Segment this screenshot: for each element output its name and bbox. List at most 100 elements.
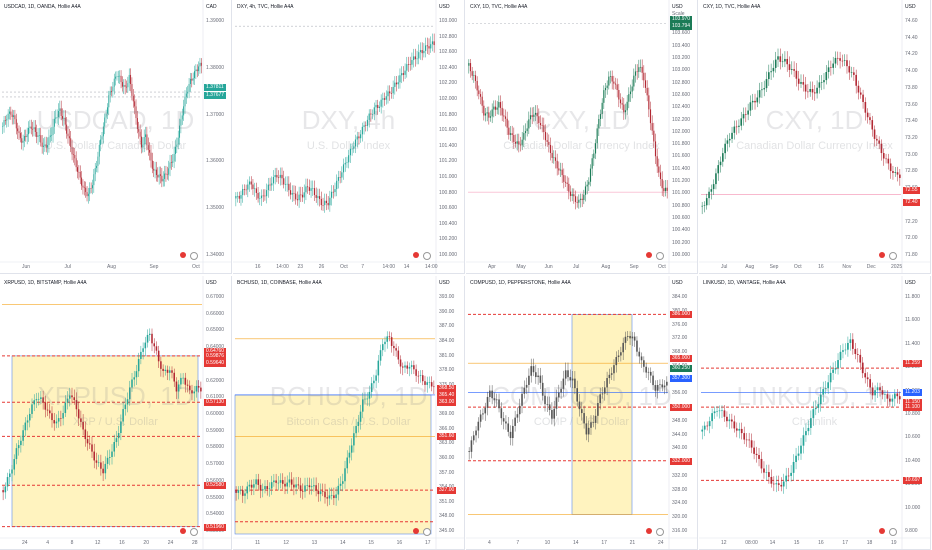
event-flag-icon[interactable] <box>646 252 652 258</box>
candle-body <box>302 491 304 492</box>
candle-body <box>631 86 633 92</box>
chart-canvas[interactable] <box>466 276 698 550</box>
price-axis-label: 102.600 <box>439 49 458 56</box>
price-tag[interactable]: 0.52580 <box>204 482 227 490</box>
candle-body <box>66 124 68 134</box>
event-flag-icon[interactable] <box>180 528 186 534</box>
chart-pane-8[interactable]: LINKUSD, 1D, VANTAGE, Hollie A4A LINKUSD,… <box>699 276 931 550</box>
chart-canvas[interactable] <box>0 276 232 550</box>
candle-body <box>643 72 645 81</box>
candle-body <box>77 167 78 172</box>
chart-canvas[interactable] <box>233 276 465 550</box>
candle-body <box>304 485 306 492</box>
highlight-zone[interactable] <box>234 394 432 535</box>
candle-body <box>238 195 240 199</box>
highlight-zone[interactable] <box>11 355 199 527</box>
candle-body <box>837 360 839 369</box>
candle-body <box>418 52 420 59</box>
settings-icon[interactable] <box>656 252 664 260</box>
settings-icon[interactable] <box>423 252 431 260</box>
price-tag[interactable]: 0.57130 <box>204 399 227 407</box>
candle-body <box>55 421 58 424</box>
event-flag-icon[interactable] <box>879 252 885 258</box>
time-axis-label: 2025 <box>891 264 903 270</box>
event-flag-icon[interactable] <box>180 252 186 258</box>
pane-title[interactable]: LINKUSD, 1D, VANTAGE, Hollie A4A <box>703 280 786 286</box>
candle-body <box>235 490 237 493</box>
candle-body <box>513 134 515 142</box>
chart-pane-1[interactable]: USDCAD, 1D, OANDA, Hollie A4A USDCAD, 1D U… <box>0 0 232 274</box>
settings-icon[interactable] <box>190 252 198 260</box>
candle-body <box>621 103 623 105</box>
chart-canvas[interactable] <box>699 0 931 274</box>
chart-pane-5[interactable]: XRPUSD, 1D, BITSTAMP, Hollie A4A XRPUSD, … <box>0 276 232 550</box>
settings-icon[interactable] <box>190 528 198 536</box>
price-tag[interactable]: 11.259 <box>903 360 922 368</box>
event-flag-icon[interactable] <box>413 528 419 534</box>
chart-pane-7[interactable]: COMPUSD, 1D, PEPPERSTONE, Hollie A4A COMP… <box>466 276 698 550</box>
candle-body <box>186 384 189 386</box>
price-tag[interactable]: 0.51960 <box>204 523 227 531</box>
chart-pane-4[interactable]: CXY, 1D, TVC, Hollie A4A CXY, 1D Canadian … <box>699 0 931 274</box>
event-flag-icon[interactable] <box>646 528 652 534</box>
price-tag[interactable]: 0.59640 <box>204 360 227 368</box>
price-tag[interactable]: 11.150 <box>903 399 922 407</box>
price-tag[interactable]: 72.40 <box>903 198 920 206</box>
settings-icon[interactable] <box>889 528 897 536</box>
candle-body <box>164 369 167 371</box>
pane-title[interactable]: CXY, 1D, TVC, Hollie A4A <box>703 4 761 10</box>
price-tag[interactable]: 327.00 <box>437 487 457 495</box>
price-tag[interactable]: 72.55 <box>903 186 920 194</box>
candle-body <box>346 162 348 163</box>
pane-title[interactable]: CXY, 1D, TVC, Hollie A4A <box>470 4 528 10</box>
price-tag[interactable]: 10.697 <box>903 477 923 485</box>
price-tag[interactable]: 0.59876 <box>204 352 227 360</box>
price-tag[interactable]: 357.300 <box>670 374 693 382</box>
candle-body <box>719 161 722 166</box>
price-tag[interactable]: 1.37811 <box>204 84 226 92</box>
price-axis-label: 366.00 <box>439 425 455 432</box>
time-axis-label: 11 <box>255 540 261 546</box>
pane-title[interactable]: BCHUSD, 1D, COINBASE, Hollie A4A <box>237 280 322 286</box>
pane-title[interactable]: DXY, 4h, TVC, Hollie A4A <box>237 4 294 10</box>
chart-canvas[interactable] <box>466 0 698 274</box>
candle-body <box>11 469 13 474</box>
price-tag[interactable]: 351.60 <box>437 433 457 441</box>
price-tag[interactable]: 363.00 <box>437 399 457 407</box>
price-tag[interactable]: 350.000 <box>670 404 693 412</box>
price-tag[interactable]: 386.000 <box>670 311 693 319</box>
candle-body <box>791 69 793 70</box>
chart-pane-6[interactable]: BCHUSD, 1D, COINBASE, Hollie A4A BCHUSD, … <box>233 276 465 550</box>
price-tag[interactable]: 0.64760 <box>204 348 227 355</box>
price-tag[interactable]: 11.100 <box>903 404 922 412</box>
pane-title[interactable]: COMPUSD, 1D, PEPPERSTONE, Hollie A4A <box>470 280 571 286</box>
chart-canvas[interactable] <box>233 0 465 274</box>
pane-title[interactable]: XRPUSD, 1D, BITSTAMP, Hollie A4A <box>4 280 87 286</box>
price-tag[interactable]: 332.000 <box>670 457 693 465</box>
candle-body <box>200 387 202 392</box>
chart-canvas[interactable] <box>0 0 232 274</box>
candle-body <box>658 166 660 173</box>
candle-body <box>649 109 652 124</box>
price-tag[interactable]: 103.794 <box>670 23 693 31</box>
candle-body <box>85 187 87 193</box>
settings-icon[interactable] <box>423 528 431 536</box>
price-tag[interactable]: 103.970 <box>670 15 693 23</box>
candle-body <box>494 106 497 110</box>
chart-pane-2[interactable]: DXY, 4h, TVC, Hollie A4A DXY, 4h U.S. Doll… <box>233 0 465 274</box>
price-tag[interactable]: 365.000 <box>670 355 693 363</box>
price-tag[interactable]: 1.37677 <box>204 91 227 99</box>
price-tag[interactable]: 11.203 <box>903 389 922 397</box>
chart-pane-3[interactable]: CXY, 1D, TVC, Hollie A4A CXY, 1D Canadian … <box>466 0 698 274</box>
settings-icon[interactable] <box>889 252 897 260</box>
price-tag[interactable]: 365.40 <box>437 391 457 399</box>
price-axis-label: 344.00 <box>672 431 688 438</box>
pane-title[interactable]: USDCAD, 1D, OANDA, Hollie A4A <box>4 4 81 10</box>
price-tag[interactable]: 368.50 <box>437 384 457 392</box>
event-flag-icon[interactable] <box>413 252 419 258</box>
settings-icon[interactable] <box>656 528 664 536</box>
event-flag-icon[interactable] <box>879 528 885 534</box>
candle-body <box>11 114 13 117</box>
chart-canvas[interactable] <box>699 276 931 550</box>
price-tag[interactable]: 360.250 <box>670 365 693 373</box>
